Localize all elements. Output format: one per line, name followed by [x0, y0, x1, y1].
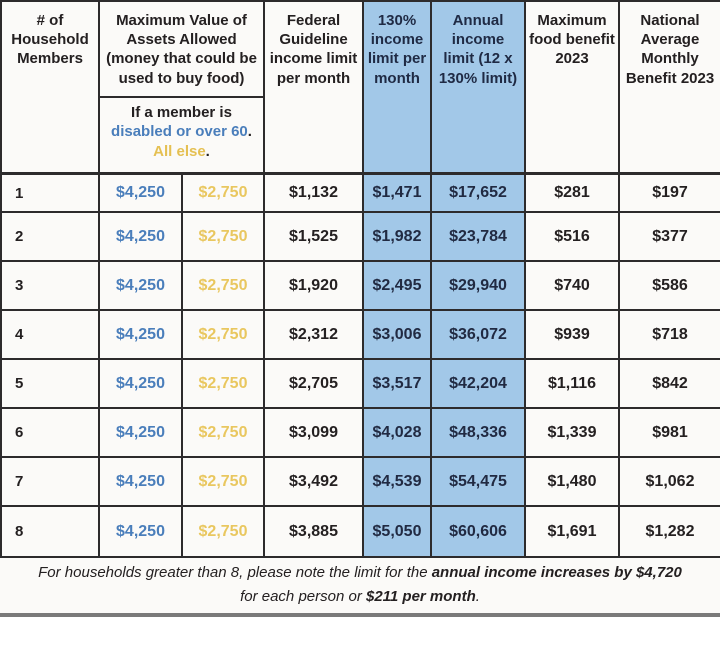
assets-disabled-label: disabled or over 60: [111, 123, 248, 141]
header-national-avg-benefit: National Average Monthly Benefit 2023: [620, 2, 720, 175]
cell-annual-limit: $42,204: [432, 360, 526, 409]
cell-130-limit: $4,539: [364, 458, 432, 507]
cell-assets-disabled: $4,250: [100, 360, 183, 409]
assets-subnote-intro: If a member is: [131, 104, 232, 122]
cell-assets-disabled: $4,250: [100, 311, 183, 360]
cell-federal-limit: $2,705: [265, 360, 364, 409]
cell-federal-limit: $3,492: [265, 458, 364, 507]
cell-max-food-benefit: $1,339: [526, 409, 620, 458]
cell-national-avg-benefit: $1,282: [620, 507, 720, 556]
cell-household-members: 7: [2, 458, 100, 507]
cell-national-avg-benefit: $1,062: [620, 458, 720, 507]
assets-all-else-punct: .: [205, 142, 210, 160]
cell-assets-disabled: $4,250: [100, 262, 183, 311]
cell-130-limit: $4,028: [364, 409, 432, 458]
cell-federal-limit: $3,885: [265, 507, 364, 556]
cell-max-food-benefit: $1,691: [526, 507, 620, 556]
cell-national-avg-benefit: $842: [620, 360, 720, 409]
cell-max-food-benefit: $1,480: [526, 458, 620, 507]
cell-household-members: 4: [2, 311, 100, 360]
cell-household-members: 8: [2, 507, 100, 556]
cell-assets-disabled: $4,250: [100, 458, 183, 507]
cell-assets-all-else: $2,750: [183, 507, 265, 556]
cell-130-limit: $5,050: [364, 507, 432, 556]
cell-national-avg-benefit: $718: [620, 311, 720, 360]
cell-national-avg-benefit: $981: [620, 409, 720, 458]
header-assets-allowed: Maximum Value of Assets Allowed (money t…: [100, 2, 265, 98]
cell-assets-all-else: $2,750: [183, 360, 265, 409]
benefits-table: # of Household Members Maximum Value of …: [0, 0, 720, 556]
cell-assets-disabled: $4,250: [100, 175, 183, 213]
cell-max-food-benefit: $740: [526, 262, 620, 311]
cell-assets-all-else: $2,750: [183, 458, 265, 507]
cell-130-limit: $2,495: [364, 262, 432, 311]
cell-national-avg-benefit: $377: [620, 213, 720, 262]
cell-annual-limit: $23,784: [432, 213, 526, 262]
cell-annual-limit: $17,652: [432, 175, 526, 213]
cell-max-food-benefit: $516: [526, 213, 620, 262]
cell-assets-all-else: $2,750: [183, 409, 265, 458]
cell-national-avg-benefit: $586: [620, 262, 720, 311]
cell-max-food-benefit: $939: [526, 311, 620, 360]
cell-130-limit: $1,982: [364, 213, 432, 262]
header-annual-income-limit: Annual income limit (12 x 130% limit): [432, 2, 526, 175]
cell-assets-all-else: $2,750: [183, 213, 265, 262]
assets-subnote-else-line: All else.: [153, 142, 210, 161]
header-130-income-limit: 130% income limit per month: [364, 2, 432, 175]
footer-note-segment: for each person or: [240, 587, 366, 605]
header-household-members: # of Household Members: [2, 2, 100, 175]
cell-assets-disabled: $4,250: [100, 213, 183, 262]
assets-disabled-punct: .: [247, 123, 252, 141]
cell-federal-limit: $2,312: [265, 311, 364, 360]
cell-household-members: 1: [2, 175, 100, 213]
cell-assets-all-else: $2,750: [183, 262, 265, 311]
header-federal-guideline: Federal Guideline income limit per month: [265, 2, 364, 175]
header-assets-subnote: If a member is disabled or over 60. All …: [100, 98, 265, 175]
cell-130-limit: $3,006: [364, 311, 432, 360]
cell-max-food-benefit: $281: [526, 175, 620, 213]
footer-note-bold-segment: annual income increases by $4,720: [431, 564, 682, 582]
cell-household-members: 6: [2, 409, 100, 458]
cell-130-limit: $1,471: [364, 175, 432, 213]
header-max-food-benefit: Maximum food benefit 2023: [526, 2, 620, 175]
cell-130-limit: $3,517: [364, 360, 432, 409]
footer-note: For households greater than 8, please no…: [0, 556, 720, 617]
cell-federal-limit: $1,920: [265, 262, 364, 311]
cell-household-members: 5: [2, 360, 100, 409]
cell-household-members: 3: [2, 262, 100, 311]
cell-annual-limit: $29,940: [432, 262, 526, 311]
cell-annual-limit: $48,336: [432, 409, 526, 458]
cell-annual-limit: $54,475: [432, 458, 526, 507]
cell-assets-all-else: $2,750: [183, 311, 265, 360]
cell-annual-limit: $60,606: [432, 507, 526, 556]
cell-household-members: 2: [2, 213, 100, 262]
cell-assets-disabled: $4,250: [100, 507, 183, 556]
cell-federal-limit: $1,132: [265, 175, 364, 213]
cell-assets-disabled: $4,250: [100, 409, 183, 458]
footer-note-segment: For households greater than 8, please no…: [38, 564, 432, 582]
assets-subnote-disabled-line: disabled or over 60.: [111, 122, 252, 141]
cell-max-food-benefit: $1,116: [526, 360, 620, 409]
cell-assets-all-else: $2,750: [183, 175, 265, 213]
cell-national-avg-benefit: $197: [620, 175, 720, 213]
cell-annual-limit: $36,072: [432, 311, 526, 360]
assets-all-else-label: All else: [153, 142, 206, 160]
cell-federal-limit: $1,525: [265, 213, 364, 262]
footer-note-bold-segment: $211 per month: [365, 587, 476, 605]
footer-note-segment: .: [475, 587, 480, 605]
cell-federal-limit: $3,099: [265, 409, 364, 458]
